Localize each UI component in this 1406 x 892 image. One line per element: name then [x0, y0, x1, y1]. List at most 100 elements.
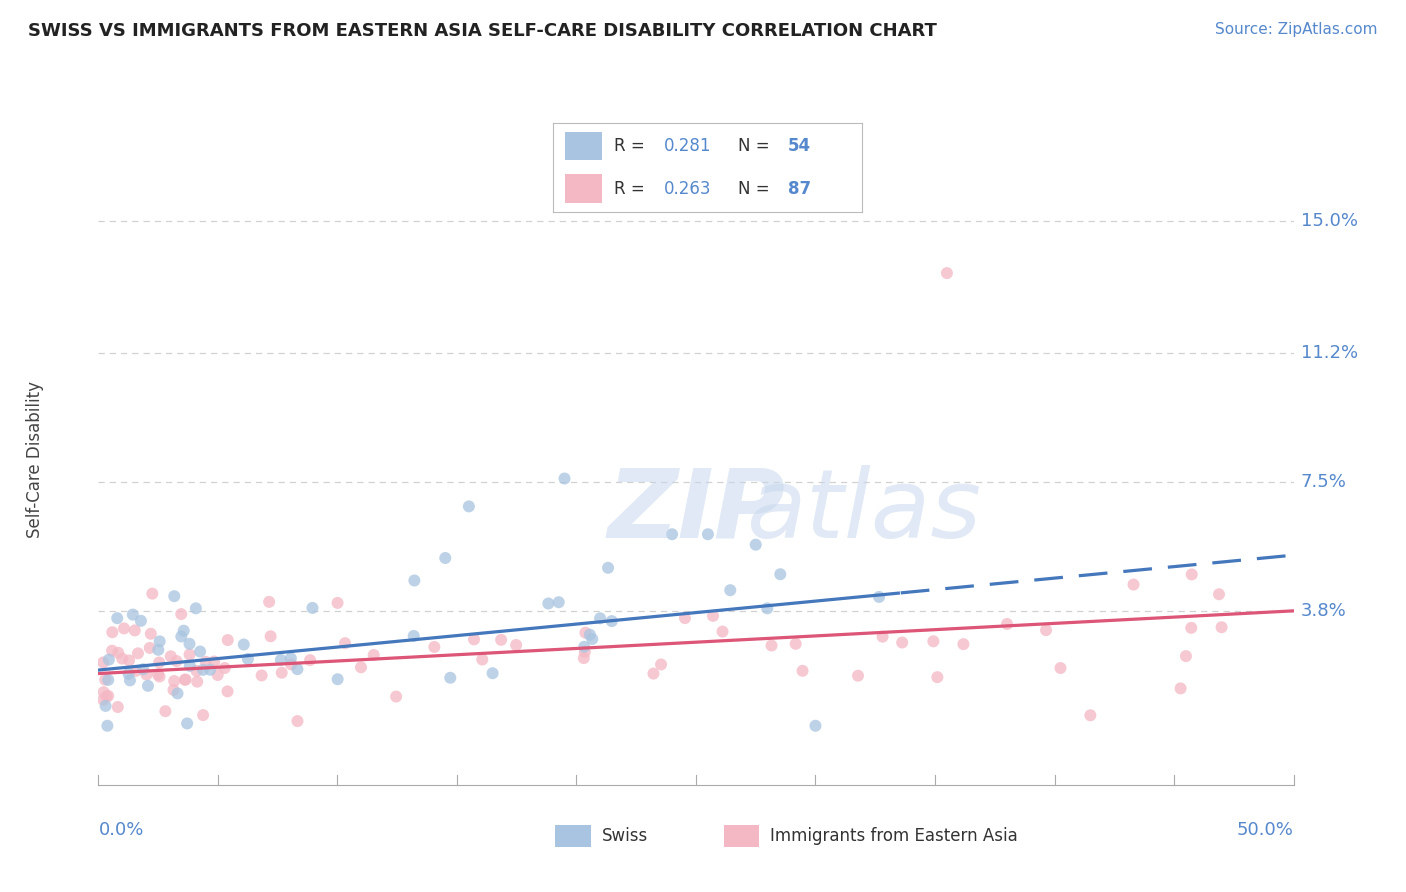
Point [107, 646, 129, 660]
Point [922, 634, 945, 648]
Point [868, 590, 890, 604]
Point [166, 686, 188, 700]
Point [101, 625, 124, 640]
Point [96, 690, 118, 704]
Text: Swiss: Swiss [602, 827, 648, 846]
Text: N =: N = [738, 180, 775, 198]
Text: Self-Care Disability: Self-Care Disability [27, 381, 44, 538]
Text: N =: N = [738, 137, 775, 155]
Point [574, 640, 596, 654]
Point [711, 624, 734, 639]
Point [1175, 649, 1198, 664]
Point [718, 583, 741, 598]
Text: Immigrants from Eastern Asia: Immigrants from Eastern Asia [770, 827, 1018, 846]
Point [135, 667, 157, 681]
Point [650, 657, 672, 672]
Point [326, 596, 349, 610]
Point [176, 716, 198, 731]
Point [207, 668, 229, 682]
Point [589, 611, 612, 625]
Point [124, 624, 146, 638]
Point [471, 652, 494, 666]
Point [434, 551, 457, 566]
Point [792, 664, 814, 678]
Bar [565, 132, 602, 161]
Point [280, 651, 302, 665]
Point [188, 644, 211, 658]
Point [596, 561, 619, 575]
Point [148, 656, 170, 670]
Text: 0.0%: 0.0% [98, 821, 143, 838]
Point [146, 667, 169, 681]
Point [891, 635, 914, 649]
Point [236, 652, 259, 666]
Point [94, 673, 117, 687]
Point [132, 662, 155, 676]
Text: 3.8%: 3.8% [1301, 602, 1347, 620]
Point [129, 614, 152, 628]
Point [93, 693, 115, 707]
Text: R =: R = [614, 180, 651, 198]
Point [117, 666, 139, 681]
Point [198, 663, 221, 677]
Point [93, 685, 115, 699]
Point [217, 633, 239, 648]
Point [202, 655, 225, 669]
Point [579, 628, 602, 642]
Point [139, 627, 162, 641]
Point [952, 637, 974, 651]
Point [174, 673, 197, 687]
Point [127, 646, 149, 660]
Text: 0.263: 0.263 [664, 180, 711, 198]
Text: 15.0%: 15.0% [1301, 212, 1358, 230]
Point [179, 658, 201, 673]
Point [363, 648, 385, 662]
Point [148, 643, 170, 657]
Point [404, 574, 426, 588]
Point [97, 689, 120, 703]
Point [301, 601, 323, 615]
Point [673, 611, 696, 625]
Point [574, 625, 596, 640]
Point [184, 601, 207, 615]
Point [179, 637, 201, 651]
Point [505, 638, 527, 652]
Text: 54: 54 [787, 137, 811, 155]
Point [194, 655, 217, 669]
Text: Source: ZipAtlas.com: Source: ZipAtlas.com [1215, 22, 1378, 37]
Point [554, 471, 576, 485]
Text: SWISS VS IMMIGRANTS FROM EASTERN ASIA SELF-CARE DISABILITY CORRELATION CHART: SWISS VS IMMIGRANTS FROM EASTERN ASIA SE… [28, 22, 936, 40]
Point [402, 629, 425, 643]
Point [299, 653, 322, 667]
Point [141, 587, 163, 601]
Point [439, 671, 461, 685]
Point [118, 673, 141, 688]
Point [761, 639, 783, 653]
Point [581, 632, 603, 646]
Point [94, 698, 117, 713]
Text: 0.281: 0.281 [664, 137, 711, 155]
Point [643, 666, 665, 681]
Point [769, 567, 792, 582]
Point [846, 669, 869, 683]
Point [111, 651, 134, 665]
Point [97, 673, 120, 687]
Text: 7.5%: 7.5% [1301, 473, 1347, 491]
Point [170, 607, 193, 621]
Point [697, 527, 720, 541]
Point [1080, 708, 1102, 723]
Point [1180, 621, 1202, 635]
Point [155, 704, 177, 718]
Point [159, 649, 181, 664]
Point [481, 666, 503, 681]
Point [661, 527, 683, 541]
Point [232, 638, 254, 652]
Point [191, 663, 214, 677]
Point [756, 601, 779, 615]
Point [118, 653, 141, 667]
Point [173, 624, 195, 638]
Point [785, 637, 807, 651]
Point [191, 708, 214, 723]
Text: 11.2%: 11.2% [1301, 344, 1358, 362]
Point [600, 614, 623, 628]
